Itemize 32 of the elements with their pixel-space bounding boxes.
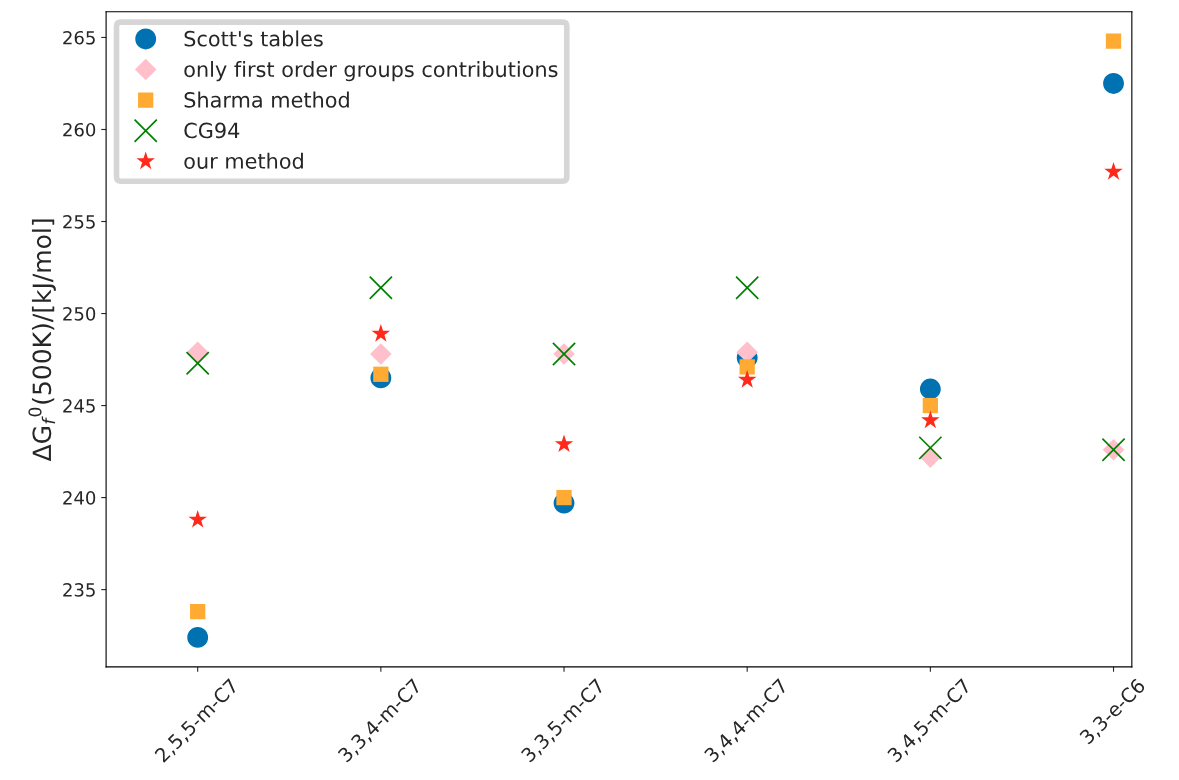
point: [371, 324, 391, 342]
legend-label: only first order groups contributions: [184, 61, 558, 82]
point: [737, 370, 757, 388]
y-tick-label: 255: [63, 214, 95, 229]
point: [188, 509, 207, 528]
legend-label: CG94: [184, 122, 240, 139]
point: [921, 410, 940, 429]
point: [186, 341, 209, 363]
point: [368, 275, 393, 300]
point: [187, 627, 209, 648]
point: [1104, 162, 1123, 180]
point: [918, 435, 943, 460]
point: [735, 275, 760, 300]
legend-label: Sharma method: [184, 91, 349, 108]
point: [185, 351, 210, 376]
point: [370, 343, 392, 365]
point: [919, 378, 941, 400]
y-tick-label: 245: [63, 399, 95, 413]
point: [1105, 33, 1122, 49]
point: [190, 604, 206, 620]
y-tick-label: 240: [63, 491, 96, 505]
y-axis-title: ΔG$_{f}$$^{0}$(500K)/[kJ/mol]: [28, 219, 56, 462]
point: [554, 434, 574, 453]
point: [1103, 73, 1124, 94]
legend-label: Scott's tables: [184, 30, 323, 47]
y-tick-label: 235: [63, 583, 95, 597]
point: [739, 359, 755, 375]
y-tick-label: 260: [63, 122, 96, 137]
point: [922, 397, 938, 414]
y-tick-label: 265: [63, 30, 95, 45]
y-tick-label: 250: [63, 306, 96, 321]
legend-label: our method: [184, 152, 303, 169]
